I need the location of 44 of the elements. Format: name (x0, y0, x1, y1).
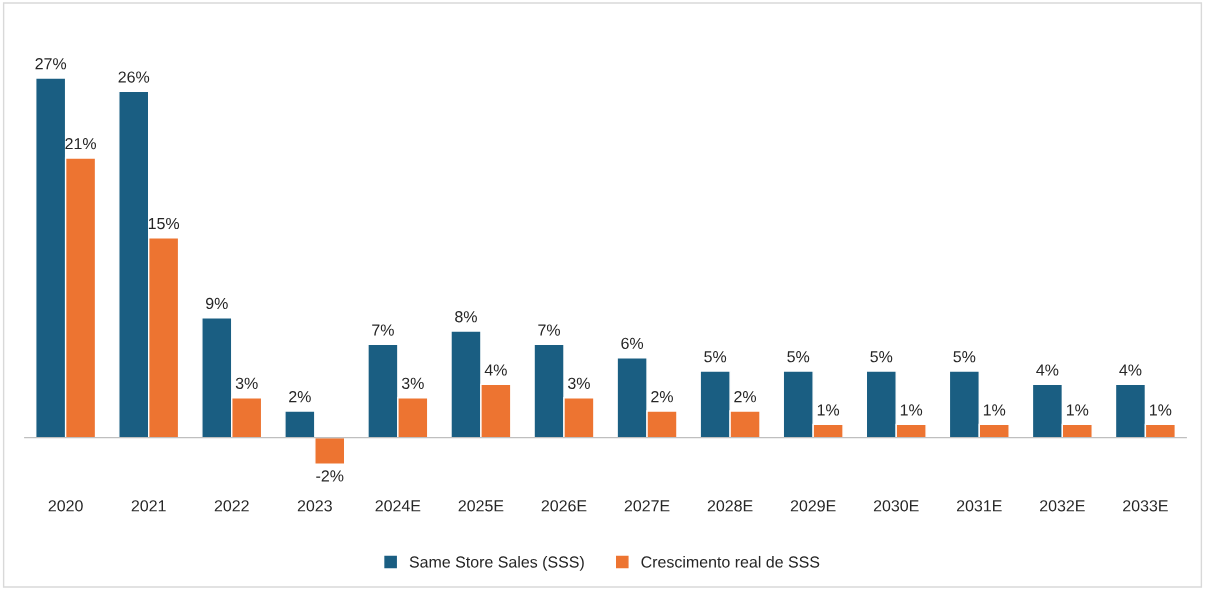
data-label: 4% (1119, 364, 1142, 376)
data-label: 7% (372, 324, 394, 336)
x-tick-label: 2032E (1040, 500, 1085, 512)
data-label: 2% (289, 390, 311, 403)
data-label: 2% (734, 390, 757, 403)
x-tick-label: 2030E (873, 500, 919, 512)
data-label: 15% (148, 217, 180, 230)
legend-label: Crescimento real de SSS (641, 555, 820, 568)
data-label: 8% (455, 311, 477, 323)
x-tick-label: 2023 (297, 500, 332, 512)
data-label: 5% (953, 351, 976, 363)
data-label: 7% (538, 324, 561, 336)
x-tick-label: 2029E (790, 500, 836, 512)
x-tick-label: 2021 (131, 500, 166, 512)
x-tick-label: 2025E (458, 500, 504, 512)
x-tick-label: 2031E (956, 500, 1002, 512)
data-label: 1% (1150, 404, 1172, 416)
x-tick-label: 2027E (624, 500, 670, 512)
x-tick-label: 2026E (541, 500, 587, 512)
data-label: -2% (316, 470, 344, 482)
data-label: 26% (118, 71, 150, 83)
data-label: 1% (983, 404, 1006, 416)
x-tick-label: 2022 (214, 500, 249, 512)
data-label: 2% (651, 390, 673, 403)
data-label: 1% (1066, 404, 1089, 416)
x-tick-label: 2024E (375, 500, 421, 512)
data-label: 1% (900, 404, 923, 416)
data-label: 1% (817, 404, 840, 416)
data-label: 27% (35, 58, 67, 70)
data-label: 21% (65, 137, 96, 150)
data-label: 5% (787, 351, 810, 363)
data-label: 4% (484, 364, 507, 376)
x-tick-label: 2020 (48, 500, 83, 512)
x-tick-label: 2028E (707, 500, 753, 512)
data-label: 6% (621, 337, 644, 350)
data-label: 4% (1036, 364, 1059, 376)
legend-label: Same Store Sales (SSS) (409, 555, 584, 571)
data-label: 3% (401, 377, 424, 389)
data-label: 5% (704, 351, 727, 363)
data-label: 3% (568, 377, 590, 389)
x-tick-label: 2033E (1123, 500, 1168, 512)
data-label: 3% (235, 377, 258, 389)
data-label: 5% (870, 351, 893, 363)
data-label: 9% (206, 297, 228, 310)
